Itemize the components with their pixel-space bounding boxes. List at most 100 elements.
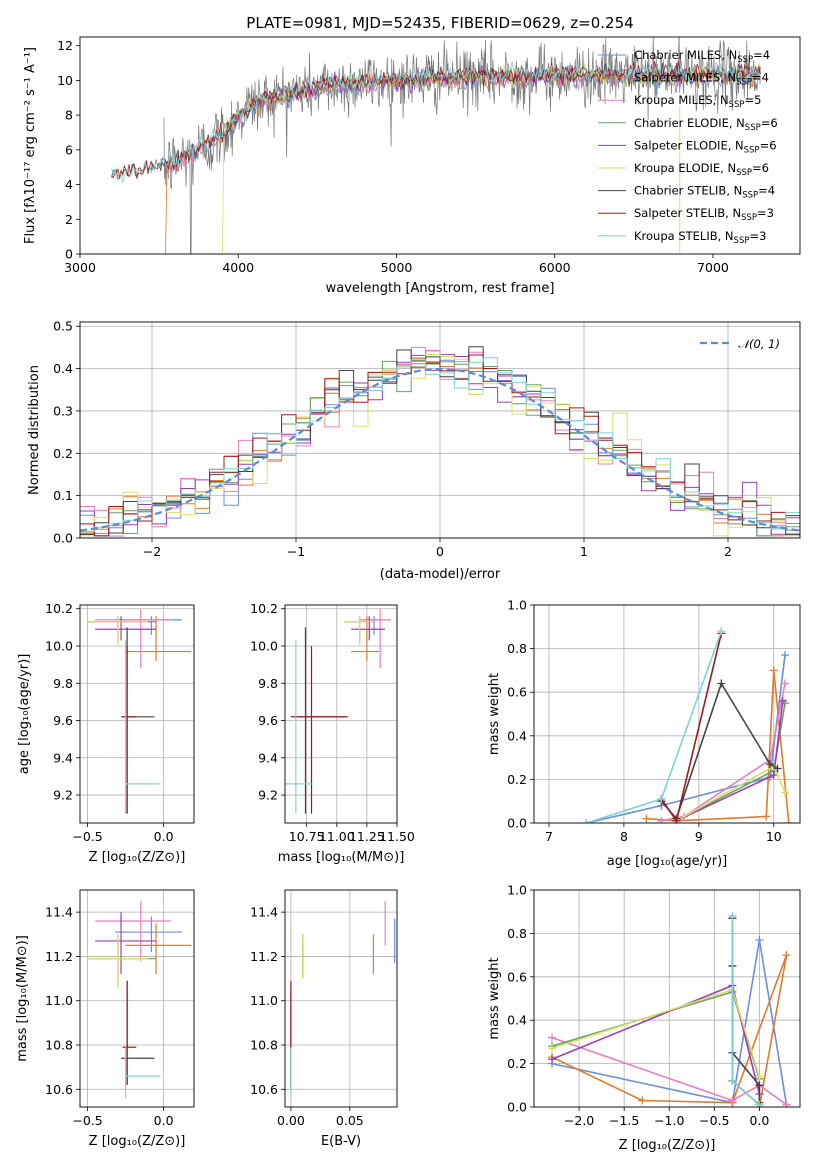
legend-label-tail: =3	[749, 229, 766, 243]
spectrum-model-kroupa-stelib	[111, 61, 761, 183]
ebv-mass-ytick-label: 11.2	[250, 949, 278, 964]
spectrum-ytick-label: 0	[65, 247, 73, 262]
age-weight-marker	[781, 788, 790, 797]
legend-label: Salpeter ELODIE, NSSP=6	[634, 138, 777, 155]
age-weight-marker	[657, 795, 666, 804]
ebv-mass-xtick-label: 0.05	[336, 1113, 364, 1128]
z-weight-marker	[548, 1044, 557, 1053]
legend-label-sub: SSP	[742, 191, 758, 201]
legend-label-sub: SSP	[736, 78, 752, 88]
z-weight-marker	[755, 1081, 764, 1090]
z-weight-xtick-label: −2.0	[564, 1113, 594, 1128]
age-weight-ylabel: mass weight	[487, 673, 502, 755]
legend-label-text: Kroupa STELIB, N	[634, 229, 734, 243]
residuals-ytick-label: 0.0	[53, 531, 73, 546]
z-weight-marker	[638, 1096, 647, 1105]
spectrum-ytick-label: 2	[65, 212, 73, 227]
ebv-mass-ytick-label: 10.6	[250, 1082, 278, 1097]
spectrum-xtick-label: 5000	[381, 260, 413, 275]
z-mass-ytick-label: 10.8	[45, 1038, 73, 1053]
age-weight-marker	[781, 679, 790, 688]
legend-label-text: Chabrier STELIB, N	[634, 184, 742, 198]
z-mass-ytick-label: 11.4	[45, 905, 73, 920]
z-weight-xtick-label: −1.5	[609, 1113, 639, 1128]
spectrum-ytick-label: 10	[57, 73, 73, 88]
legend-label-text: Chabrier ELODIE, N	[634, 116, 745, 130]
legend-label-text: Kroupa MILES, N	[634, 93, 729, 107]
legend-label-tail: =3	[757, 206, 774, 220]
age-weight-marker	[717, 627, 726, 636]
normal-curve	[80, 367, 800, 532]
age-weight-ytick-label: 1.0	[507, 598, 527, 613]
legend-label-tail: =6	[761, 116, 778, 130]
spectrum-xtick-label: 7000	[697, 260, 729, 275]
mass-age-xtick-label: 11.50	[379, 829, 415, 844]
age-weight-marker	[781, 651, 790, 660]
z-age-ytick-label: 9.2	[53, 788, 73, 803]
ebv-mass-xtick-label: 0.00	[277, 1113, 305, 1128]
mass-age-xtick-label: 10.75	[289, 829, 325, 844]
residuals-xtick-label: −1	[287, 544, 305, 559]
age-weight-marker	[778, 696, 787, 705]
z-age-xlabel: Z [log₁₀(Z/Z⊙)]	[89, 850, 186, 865]
z-mass-ytick-label: 11.0	[45, 993, 73, 1008]
age-weight-ytick-label: 0.8	[507, 641, 527, 656]
z-weight-ytick-label: 0.4	[507, 1013, 527, 1028]
spectrum-axes: 3000 4000 5000 6000 7000 0 2 4 6 8 10 12	[57, 38, 729, 275]
z-mass-ylabel: mass [log₁₀(M/M⊙)]	[15, 935, 30, 1062]
mass-age-ytick-label: 9.2	[258, 788, 278, 803]
z-age-ytick-label: 9.8	[53, 676, 73, 691]
spectrum-ytick-label: 6	[65, 142, 73, 157]
z-age-ytick-label: 9.6	[53, 713, 73, 728]
z-age-ytick-label: 10.2	[45, 601, 73, 616]
legend-label: Chabrier STELIB, NSSP=4	[634, 184, 775, 201]
mass-age-errorbars	[285, 608, 391, 814]
legend-label: Kroupa ELODIE, NSSP=6	[634, 161, 769, 178]
z-weight-line	[551, 939, 788, 1105]
ebv-mass-xlabel: E(B-V)	[321, 1134, 361, 1149]
z-weight-xlabel: Z [log₁₀(Z/Z⊙)]	[619, 1138, 716, 1153]
z-mass-frame	[79, 889, 195, 1108]
mass-age-ytick-label: 10.2	[250, 601, 278, 616]
age-weight-marker	[769, 771, 778, 780]
ebv-mass-ytick-label: 11.0	[250, 993, 278, 1008]
spectrum-xtick-label: 4000	[222, 260, 254, 275]
ebv-mass-axes: 0.00 0.05 10.6 10.8 11.0 11.2 11.4	[250, 890, 397, 1128]
legend-label-tail: =4	[758, 184, 775, 198]
legend-label-tail: =6	[760, 138, 777, 152]
age-weight-marker	[769, 666, 778, 675]
ebv-errorbars	[290, 901, 396, 1099]
age-weight-ytick-label: 0.0	[507, 816, 527, 831]
legend-label-sub: SSP	[741, 213, 757, 223]
z-weight-frame	[533, 889, 801, 1108]
residuals-ytick-label: 0.4	[53, 361, 73, 376]
z-weight-line	[551, 991, 761, 1080]
z-mass-errorbars	[87, 901, 191, 1099]
legend-label-tail: =6	[752, 161, 769, 175]
mass-age-xtick-label: 11.25	[349, 829, 385, 844]
age-weight-line	[586, 630, 723, 823]
residuals-legend-label: 𝒩(0, 1)	[738, 337, 780, 351]
z-weight-lines	[548, 912, 791, 1107]
age-weight-marker	[784, 819, 793, 823]
z-weight-xtick-label: 0.0	[749, 1113, 769, 1128]
legend-label: Kroupa STELIB, NSSP=3	[634, 229, 766, 246]
legend-label-text: Kroupa ELODIE, N	[634, 161, 736, 175]
legend-label: Salpeter STELIB, NSSP=3	[634, 206, 774, 223]
residuals-xtick-label: 0	[436, 544, 444, 559]
spectrum-xlabel: wavelength [Angstrom, rest frame]	[326, 281, 555, 296]
z-weight-marker	[755, 935, 764, 944]
spectrum-ytick-label: 12	[57, 38, 73, 53]
age-weight-xtick-label: 7	[545, 829, 553, 844]
spectrum-ylabel: Flux [fλ10⁻¹⁷ erg cm⁻² s⁻¹ A⁻¹]	[23, 47, 38, 244]
residuals-ytick-label: 0.5	[53, 319, 73, 334]
z-weight-marker	[728, 1096, 737, 1105]
spectrum-ytick-label: 8	[65, 108, 73, 123]
z-mass-axes: −0.5 0.0 10.6 10.8 11.0 11.2 11.4	[45, 890, 194, 1128]
legend-label-sub: SSP	[734, 236, 750, 246]
z-weight-ytick-label: 0.2	[507, 1056, 527, 1071]
age-weight-marker	[773, 764, 782, 773]
z-weight-marker	[728, 1076, 737, 1085]
z-weight-ytick-label: 1.0	[507, 883, 527, 898]
